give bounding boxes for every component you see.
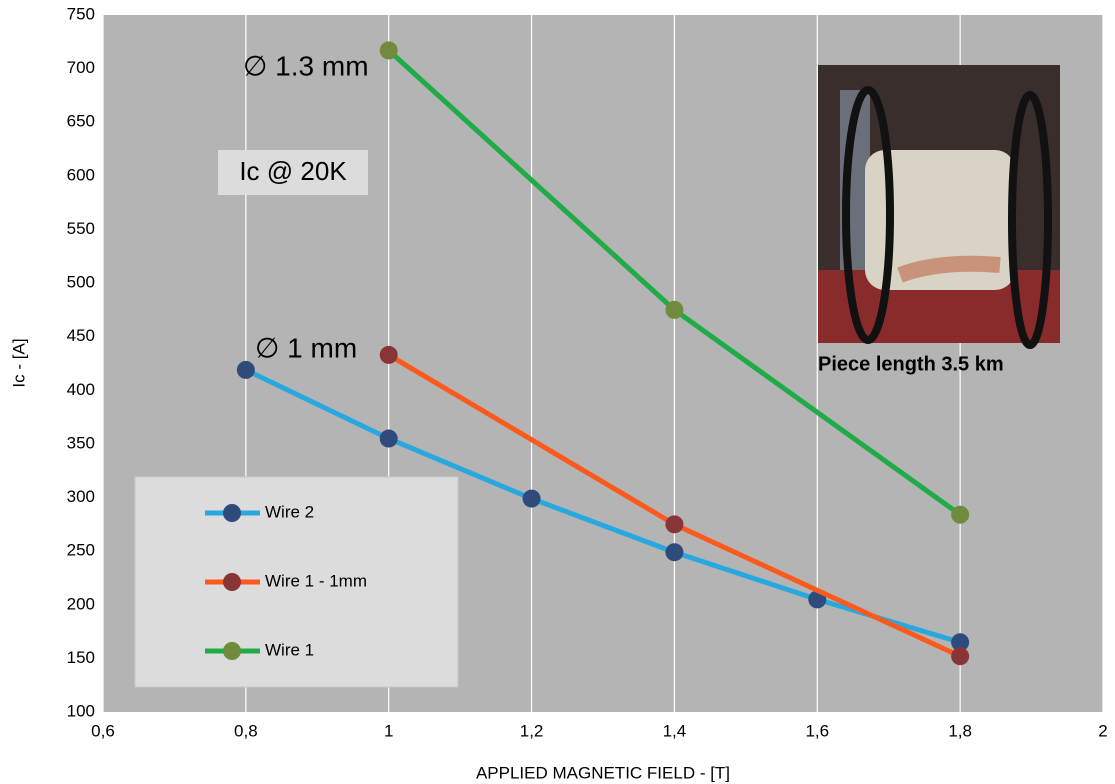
data-point	[379, 429, 398, 448]
x-tick-label: 1,2	[520, 721, 544, 740]
x-tick-label: 1,4	[663, 721, 687, 740]
data-point	[379, 345, 398, 364]
data-point	[665, 300, 684, 319]
y-tick-label: 500	[67, 273, 95, 292]
y-tick-label: 450	[67, 326, 95, 345]
photo	[818, 65, 1060, 349]
annotation-box	[218, 150, 368, 195]
y-tick-label: 300	[67, 487, 95, 506]
annotation: ∅ 1 mm	[255, 332, 357, 363]
legend-label: Wire 1 - 1mm	[265, 571, 367, 590]
series-line	[244, 367, 961, 645]
legend-label: Wire 2	[265, 502, 314, 521]
y-tick-label: 200	[67, 594, 95, 613]
annotation: ∅ 1.3 mm	[243, 50, 369, 81]
y-tick-label: 250	[67, 541, 95, 560]
y-tick-label: 750	[67, 4, 95, 23]
legend-label: Wire 1	[265, 640, 314, 659]
y-axis-label: Ic - [A]	[9, 338, 28, 387]
y-tick-label: 600	[67, 165, 95, 184]
data-point	[951, 505, 970, 524]
y-tick-label: 700	[67, 58, 95, 77]
y-tick-label: 150	[67, 648, 95, 667]
x-tick-label: 1,8	[948, 721, 972, 740]
y-tick-label: 400	[67, 380, 95, 399]
x-tick-label: 1	[384, 721, 393, 740]
legend	[134, 476, 459, 688]
annotation: Ic @ 20K	[239, 156, 347, 186]
annotation: Piece length 3.5 km	[818, 353, 1004, 375]
x-tick-label: 0,8	[234, 721, 258, 740]
data-point	[665, 515, 684, 534]
y-tick-label: 350	[67, 433, 95, 452]
legend-marker	[223, 504, 241, 522]
data-point	[236, 360, 255, 379]
data-point	[951, 647, 970, 666]
x-tick-label: 0,6	[91, 721, 115, 740]
legend-marker	[223, 573, 241, 591]
x-tick-label: 2	[1098, 721, 1107, 740]
data-point	[665, 543, 684, 562]
x-tick-label: 1,6	[805, 721, 829, 740]
data-point	[522, 489, 541, 508]
data-point	[951, 633, 970, 652]
x-axis-label: APPLIED MAGNETIC FIELD - [T]	[476, 763, 730, 782]
y-tick-label: 100	[67, 701, 95, 720]
legend-marker	[223, 642, 241, 660]
y-tick-label: 650	[67, 112, 95, 131]
data-point	[379, 41, 398, 60]
y-tick-label: 550	[67, 219, 95, 238]
